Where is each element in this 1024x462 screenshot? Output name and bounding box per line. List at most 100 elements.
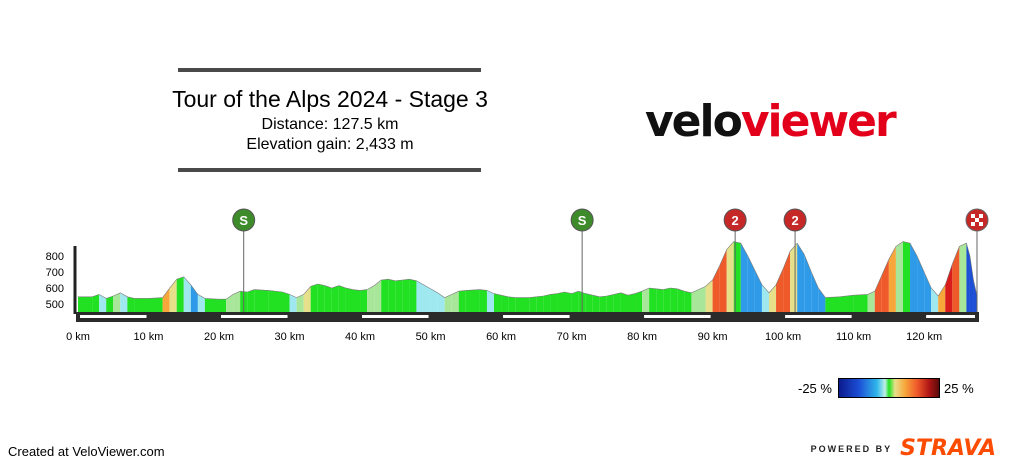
profile-segment	[959, 243, 967, 312]
profile-segment	[162, 288, 170, 312]
profile-segment	[839, 295, 854, 312]
profile-segment	[515, 297, 530, 312]
profile-segment	[550, 293, 558, 312]
climb-category-label: 2	[791, 213, 798, 228]
powered-by-label: POWERED BY	[810, 443, 893, 454]
profile-segment	[740, 243, 748, 312]
profile-segment	[536, 296, 544, 312]
profile-segment	[698, 286, 706, 312]
profile-segment	[486, 290, 495, 312]
profile-segment	[529, 296, 537, 312]
profile-segment	[338, 285, 346, 312]
x-tick-label: 120 km	[906, 331, 942, 343]
y-tick-label: 700	[46, 267, 64, 279]
profile-segment	[409, 279, 417, 312]
gradient-legend-bar	[838, 378, 940, 398]
profile-segment	[874, 275, 882, 312]
elevation-gain-label: Elevation gain: 2,433 m	[246, 136, 414, 153]
profile-segment	[134, 298, 149, 312]
profile-segment	[783, 251, 791, 312]
logo-viewer: viewer	[740, 96, 897, 147]
profile-segment	[790, 243, 798, 312]
gradient-legend-max: 25 %	[944, 381, 974, 396]
x-axis-band	[926, 315, 975, 318]
strava-logo: STRAVA	[900, 436, 996, 461]
profile-segment	[345, 288, 353, 312]
profile-segment	[684, 291, 692, 312]
title-top-rule	[178, 68, 481, 72]
profile-segment	[374, 280, 382, 312]
profile-segment	[352, 289, 361, 312]
x-axis-band	[362, 315, 429, 318]
profile-segment	[705, 280, 713, 312]
distance-label: Distance: 127.5 km	[261, 116, 399, 133]
finish-marker-icon	[965, 208, 989, 232]
created-at-link[interactable]: Created at VeloViewer.com	[8, 444, 165, 459]
x-tick-label: 0 km	[66, 331, 90, 343]
y-tick-label: 600	[46, 283, 64, 295]
profile-segment	[606, 294, 614, 312]
profile-segment	[719, 249, 727, 312]
profile-segment	[656, 288, 664, 312]
profile-segment	[247, 289, 255, 312]
profile-segment	[776, 268, 784, 312]
profile-segment	[592, 295, 600, 312]
profile-segment	[952, 246, 960, 312]
profile-segment	[910, 243, 918, 312]
profile-segment	[451, 291, 459, 312]
y-tick-label: 800	[46, 251, 64, 263]
profile-segment	[902, 241, 911, 312]
profile-segment	[804, 254, 812, 312]
x-axis-band	[785, 315, 852, 318]
veloviewer-logo[interactable]: veloviewer	[645, 96, 897, 147]
profile-segment	[395, 280, 403, 312]
profile-segment	[501, 295, 509, 312]
profile-segment	[402, 279, 410, 312]
x-tick-label: 30 km	[275, 331, 305, 343]
profile-segment	[479, 289, 487, 312]
logo-velo: velo	[645, 96, 743, 147]
profile-segment	[183, 276, 191, 312]
profile-segment	[613, 292, 621, 312]
elevation-profile-chart: 500 600 700 800 0 km 10 km 20 km 30 km 40 km 50 k…	[46, 208, 989, 343]
gradient-legend-min: -25 %	[798, 381, 832, 396]
profile-segment	[120, 292, 128, 312]
profile-segment	[853, 294, 868, 312]
sprint-marker-label: S	[578, 213, 587, 228]
profile-segment	[113, 292, 121, 312]
profile-segment	[381, 279, 389, 312]
profile-segment	[360, 289, 368, 312]
climb-marker	[723, 208, 747, 232]
profile-segment	[388, 279, 396, 312]
profile-segment	[324, 285, 332, 312]
profile-segment	[635, 291, 643, 312]
y-tick-label: 500	[46, 299, 64, 311]
profile-segment	[670, 288, 678, 312]
x-axis-band	[221, 315, 288, 318]
profile-segment	[148, 297, 163, 312]
profile-segment	[494, 293, 502, 312]
profile-segment	[106, 296, 114, 312]
profile-segment	[169, 279, 177, 312]
profile-segment	[677, 288, 685, 312]
profile-segment	[296, 294, 304, 312]
x-tick-label: 10 km	[134, 331, 164, 343]
profile-segment	[768, 284, 777, 312]
profile-segment	[726, 241, 734, 312]
profile-segment	[761, 284, 769, 312]
profile-segment	[176, 276, 184, 312]
profile-segment	[917, 256, 925, 312]
strava-badge[interactable]: POWERED BY STRAVA	[811, 436, 996, 461]
profile-segment	[416, 280, 424, 312]
profile-segment	[895, 241, 903, 312]
profile-segment	[282, 292, 290, 312]
profile-segment	[627, 293, 636, 312]
profile-segment	[254, 289, 269, 312]
x-tick-label: 20 km	[204, 331, 234, 343]
profile-segment	[867, 291, 875, 312]
profile-segment	[938, 284, 946, 312]
profile-segment	[825, 296, 840, 312]
sprint-marker-label: S	[239, 213, 248, 228]
profile-segment	[754, 270, 762, 312]
x-tick-label: 100 km	[765, 331, 801, 343]
